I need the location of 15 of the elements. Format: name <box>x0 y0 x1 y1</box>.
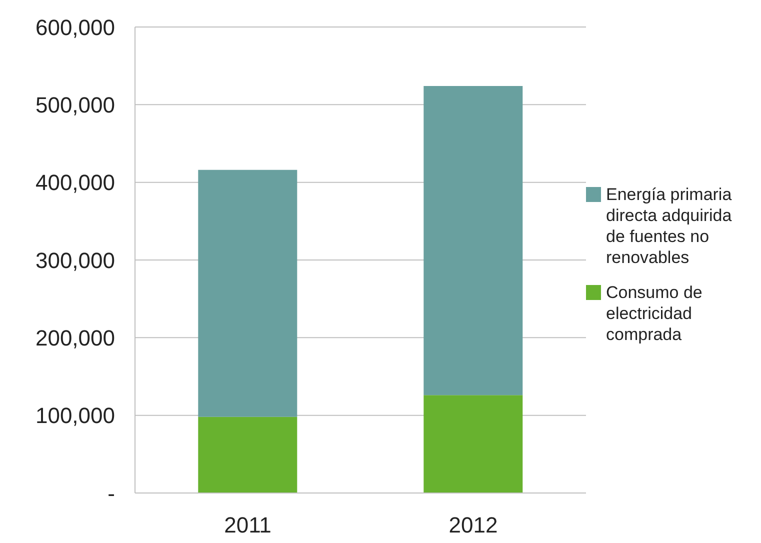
x-tick-label: 2012 <box>448 512 498 538</box>
y-tick-label: - <box>108 480 115 506</box>
y-tick-label: 100,000 <box>35 403 115 428</box>
y-tick-label: 600,000 <box>35 14 115 40</box>
y-tick-label: 300,000 <box>35 248 115 273</box>
bar <box>424 395 523 493</box>
y-tick-label: 200,000 <box>35 325 115 350</box>
x-tick-label: 2011 <box>224 512 272 538</box>
legend-label: Energía primaria directa adquirida de fuentes no renovables <box>606 184 733 268</box>
bar <box>424 86 523 396</box>
y-tick-label: 500,000 <box>35 92 115 118</box>
bar <box>198 416 298 493</box>
y-tick-label: 400,000 <box>35 170 115 196</box>
legend-label: Consumo de electricidad comprada <box>606 282 704 345</box>
bar <box>198 170 298 417</box>
